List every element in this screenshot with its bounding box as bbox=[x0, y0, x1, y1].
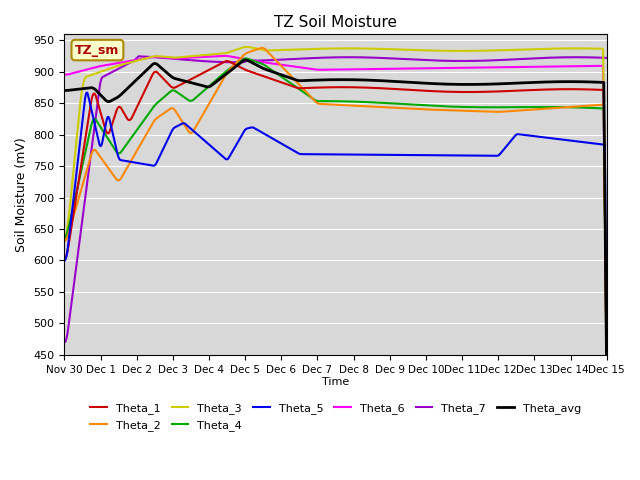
Theta_6 bbox=[302, 65, 310, 71]
Theta_7 bbox=[125, 60, 132, 66]
Theta_7 bbox=[369, 55, 377, 60]
Theta_2 bbox=[369, 104, 377, 109]
Theta_7 bbox=[291, 56, 299, 62]
Theta_3 bbox=[291, 47, 299, 52]
Theta_7 bbox=[135, 53, 143, 59]
Line: Theta_6: Theta_6 bbox=[65, 56, 607, 352]
Legend: Theta_1, Theta_2, Theta_3, Theta_4, Theta_5, Theta_6, Theta_7, Theta_avg: Theta_1, Theta_2, Theta_3, Theta_4, Thet… bbox=[86, 399, 586, 435]
Line: Theta_3: Theta_3 bbox=[65, 47, 607, 343]
Theta_avg bbox=[61, 88, 68, 94]
Theta_4 bbox=[125, 139, 132, 144]
Theta_avg bbox=[312, 77, 319, 83]
Theta_avg bbox=[125, 84, 132, 90]
Text: TZ_sm: TZ_sm bbox=[76, 44, 120, 57]
Theta_3 bbox=[243, 44, 250, 50]
Theta_6 bbox=[61, 72, 68, 78]
Theta_4 bbox=[102, 133, 110, 139]
Theta_1 bbox=[61, 257, 68, 263]
Theta_6 bbox=[220, 53, 228, 59]
Theta_1 bbox=[291, 84, 299, 90]
Theta_4 bbox=[242, 56, 250, 61]
Theta_6 bbox=[102, 62, 110, 68]
Theta_5 bbox=[83, 90, 91, 96]
Theta_avg bbox=[603, 376, 611, 382]
Theta_avg bbox=[302, 78, 310, 84]
Theta_4 bbox=[61, 235, 68, 241]
Theta_2 bbox=[125, 163, 132, 168]
Theta_1 bbox=[223, 58, 231, 64]
Theta_5 bbox=[103, 117, 111, 122]
Theta_6 bbox=[603, 349, 611, 355]
Theta_5 bbox=[291, 148, 299, 154]
Theta_1 bbox=[125, 117, 132, 123]
Theta_6 bbox=[125, 59, 132, 64]
Theta_4 bbox=[369, 99, 377, 105]
Line: Theta_avg: Theta_avg bbox=[65, 60, 607, 379]
Theta_avg bbox=[291, 77, 299, 83]
Theta_1 bbox=[603, 379, 611, 385]
Theta_3 bbox=[369, 46, 377, 51]
Theta_3 bbox=[312, 46, 319, 52]
Line: Theta_1: Theta_1 bbox=[65, 61, 607, 382]
Line: Theta_7: Theta_7 bbox=[65, 56, 607, 342]
Theta_6 bbox=[312, 67, 319, 72]
Theta_2 bbox=[603, 386, 611, 392]
Theta_avg bbox=[369, 77, 377, 83]
Theta_3 bbox=[61, 237, 68, 242]
Theta_7 bbox=[102, 72, 110, 78]
Theta_2 bbox=[102, 162, 110, 168]
Theta_2 bbox=[302, 89, 310, 95]
Theta_avg bbox=[242, 57, 250, 63]
Theta_6 bbox=[369, 66, 377, 72]
Theta_5 bbox=[603, 388, 611, 394]
Theta_4 bbox=[312, 97, 319, 103]
Theta_3 bbox=[302, 46, 310, 52]
Theta_1 bbox=[312, 85, 319, 91]
Theta_5 bbox=[125, 159, 132, 165]
Theta_avg bbox=[102, 98, 110, 104]
Theta_2 bbox=[291, 77, 299, 83]
Theta_5 bbox=[302, 151, 310, 157]
Title: TZ Soil Moisture: TZ Soil Moisture bbox=[274, 15, 397, 30]
Theta_2 bbox=[312, 99, 319, 105]
Line: Theta_4: Theta_4 bbox=[65, 59, 607, 391]
Y-axis label: Soil Moisture (mV): Soil Moisture (mV) bbox=[15, 137, 28, 252]
Theta_3 bbox=[102, 67, 110, 72]
Theta_2 bbox=[258, 45, 266, 51]
Theta_1 bbox=[369, 85, 377, 91]
Line: Theta_5: Theta_5 bbox=[65, 93, 607, 391]
Line: Theta_2: Theta_2 bbox=[65, 48, 607, 389]
Theta_4 bbox=[291, 83, 299, 89]
Theta_5 bbox=[61, 258, 68, 264]
Theta_5 bbox=[369, 152, 377, 157]
Theta_7 bbox=[603, 55, 611, 61]
Theta_2 bbox=[61, 239, 68, 244]
Theta_7 bbox=[302, 56, 310, 61]
Theta_1 bbox=[302, 85, 310, 91]
Theta_4 bbox=[302, 91, 310, 97]
Theta_7 bbox=[312, 55, 319, 61]
Theta_7 bbox=[61, 339, 68, 345]
Theta_3 bbox=[603, 340, 611, 346]
X-axis label: Time: Time bbox=[322, 377, 349, 387]
Theta_6 bbox=[291, 64, 299, 70]
Theta_5 bbox=[312, 151, 319, 157]
Theta_4 bbox=[603, 388, 611, 394]
Theta_1 bbox=[102, 129, 110, 135]
Theta_3 bbox=[125, 60, 132, 66]
